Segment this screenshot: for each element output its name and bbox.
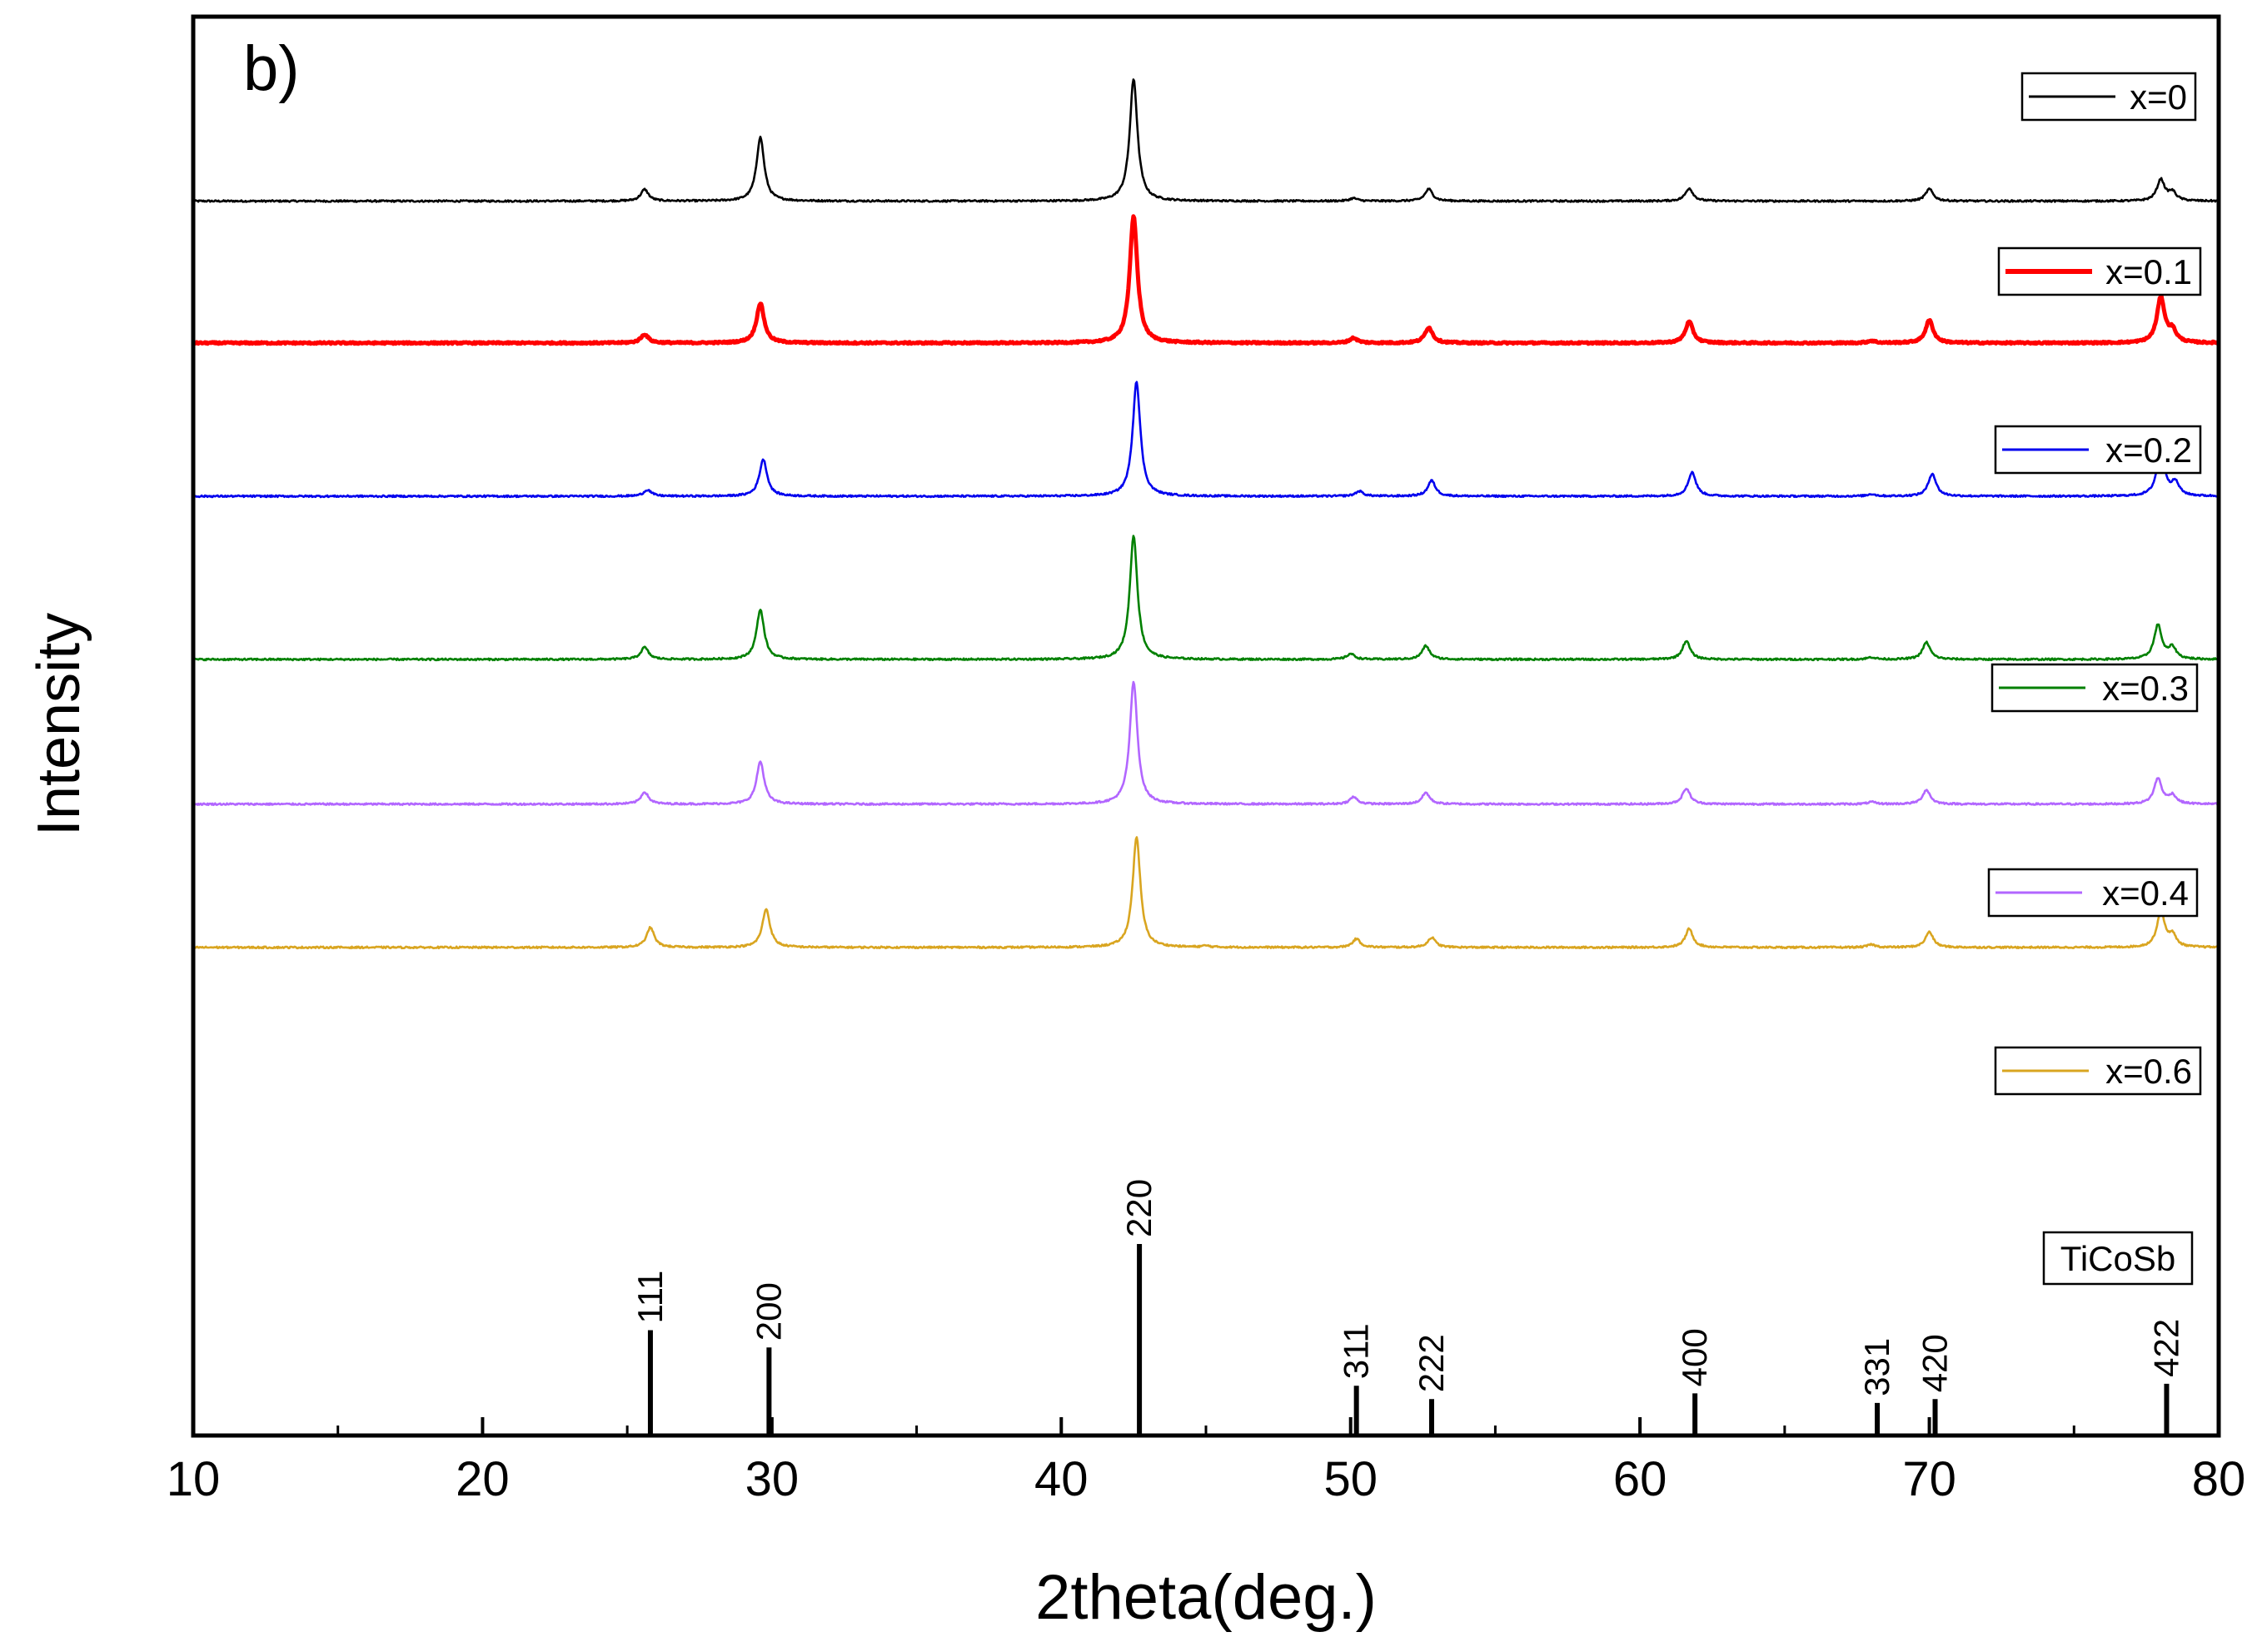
x-tick-label: 10 xyxy=(167,1452,221,1506)
reference-hkl-label: 422 xyxy=(2146,1319,2185,1377)
series-line-0 xyxy=(192,78,2220,203)
x-tick-label: 20 xyxy=(456,1452,510,1506)
x-axis-label: 2theta(deg.) xyxy=(1035,1562,1377,1633)
reference-hkl-label: 331 xyxy=(1857,1338,1896,1396)
series-line-2 xyxy=(192,381,2220,499)
legend-label: x=0 xyxy=(2130,77,2187,117)
legend-label: x=0.3 xyxy=(2102,669,2189,708)
series-group xyxy=(192,78,2220,950)
reference-legend-label: TiCoSb xyxy=(2060,1239,2176,1278)
legend-label: x=0.2 xyxy=(2105,430,2192,470)
reference-hkl-label: 400 xyxy=(1675,1328,1714,1386)
reference-hkl-label: 220 xyxy=(1119,1179,1158,1237)
series-line-4 xyxy=(192,680,2220,806)
reference-hkl-label: 311 xyxy=(1337,1323,1376,1379)
reference-pattern: 111 200 220 311 222 400 331 420 422 TiCoSb xyxy=(630,1179,2194,1436)
x-tick-label: 80 xyxy=(2192,1452,2246,1506)
reference-legend-box xyxy=(2042,1231,2194,1286)
x-tick-label: 30 xyxy=(745,1452,800,1506)
reference-hkl-label: 222 xyxy=(1412,1334,1451,1392)
reference-hkl-label: 111 xyxy=(630,1271,670,1324)
series-line-1 xyxy=(192,214,2220,346)
x-tick-label: 60 xyxy=(1613,1452,1667,1506)
series-line-5 xyxy=(192,836,2220,950)
panel-label: b) xyxy=(243,33,300,104)
y-axis-label: Intensity xyxy=(26,613,92,836)
legend-label: x=0.4 xyxy=(2102,873,2189,913)
x-axis: 10 20 30 40 50 60 70 80 xyxy=(167,1417,2246,1506)
series-line-3 xyxy=(192,535,2220,662)
reference-hkl-label: 420 xyxy=(1916,1334,1955,1392)
x-tick-label: 40 xyxy=(1034,1452,1089,1506)
legend-label: x=0.1 xyxy=(2105,252,2192,291)
legend-group: x=0 x=0.1 x=0.2 x=0.3 x=0.4 x=0.6 xyxy=(1987,72,2202,1096)
reference-hkl-label: 200 xyxy=(749,1282,788,1341)
x-tick-label: 50 xyxy=(1323,1452,1378,1506)
legend-label: x=0.6 xyxy=(2105,1052,2192,1091)
x-tick-label: 70 xyxy=(1902,1452,1956,1506)
